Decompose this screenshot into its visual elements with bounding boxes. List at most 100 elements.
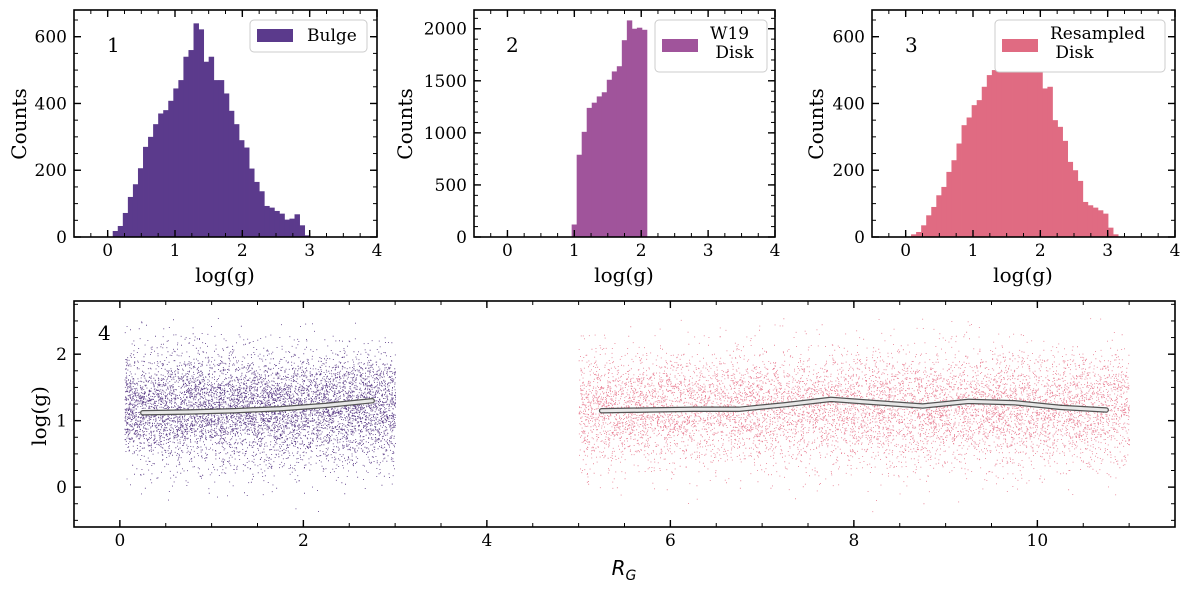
histogram-bar bbox=[961, 125, 968, 237]
panel-1-number: 1 bbox=[107, 33, 120, 57]
histogram-bar bbox=[1012, 56, 1018, 238]
x-tick-label: 4 bbox=[372, 241, 383, 261]
x-tick-label: 2 bbox=[1035, 241, 1046, 261]
histogram-bar bbox=[223, 93, 230, 238]
histogram-bar bbox=[926, 215, 932, 237]
histogram-bar bbox=[971, 105, 978, 237]
panel-1-ticks: 0 1 2 3 4 0 200 400 600 bbox=[35, 10, 383, 261]
histogram-bar bbox=[941, 186, 947, 237]
y-tick-label: 500 bbox=[435, 176, 467, 196]
histogram-bar bbox=[304, 235, 311, 237]
legend-swatch-w19-disk bbox=[662, 39, 698, 52]
x-tick-label: 3 bbox=[304, 241, 315, 261]
histogram-bar bbox=[228, 110, 235, 237]
histogram-bar bbox=[951, 160, 957, 237]
panel-4-scatter: 0 2 4 6 8 10 0 1 2 4 RG log(g) bbox=[27, 300, 1176, 584]
histogram-bar bbox=[254, 181, 260, 237]
y-tick-label: 2 bbox=[56, 345, 67, 365]
legend-label-w19-disk: W19 Disk bbox=[710, 24, 754, 63]
y-tick-label: 0 bbox=[854, 228, 865, 248]
bulge-median-line bbox=[141, 399, 374, 415]
histogram-bar bbox=[981, 86, 988, 237]
legend-label-resampled-disk: Resampled Disk bbox=[1050, 24, 1145, 63]
histogram-bar bbox=[576, 154, 583, 237]
disk-median-line bbox=[600, 397, 1108, 413]
resampled-disk-histogram-bars bbox=[911, 35, 1119, 238]
histogram-bar bbox=[1001, 48, 1008, 237]
histogram-bar bbox=[132, 184, 139, 237]
panel-3-frame bbox=[871, 9, 1176, 238]
legend-box bbox=[654, 19, 768, 73]
x-tick-label: 0 bbox=[502, 241, 513, 261]
histogram-bar bbox=[1072, 170, 1079, 237]
histogram-bar bbox=[183, 56, 189, 238]
panel-2-x-label: log(g) bbox=[594, 263, 654, 287]
histogram-bar bbox=[1047, 86, 1053, 237]
y-tick-label: 400 bbox=[833, 94, 865, 114]
x-tick-label: 0 bbox=[900, 241, 911, 261]
histogram-bar bbox=[1097, 210, 1104, 237]
histogram-bar bbox=[626, 20, 633, 238]
histogram-bar bbox=[153, 124, 159, 237]
histogram-bar bbox=[238, 140, 245, 237]
histogram-bar bbox=[1113, 234, 1119, 237]
histogram-bar bbox=[1087, 205, 1094, 237]
histogram-bar bbox=[178, 80, 184, 238]
panel-2-legend: W19 Disk bbox=[654, 19, 768, 73]
y-tick-label: 1500 bbox=[424, 72, 467, 92]
histogram-bar bbox=[208, 56, 215, 238]
legend-box bbox=[249, 19, 368, 53]
histogram-bar bbox=[636, 27, 643, 237]
histogram-bar bbox=[946, 171, 952, 237]
histogram-bar bbox=[203, 61, 210, 237]
x-tick-label: 0 bbox=[102, 241, 113, 261]
histogram-bar bbox=[117, 225, 124, 237]
y-tick-label: 600 bbox=[833, 28, 865, 48]
y-tick-label: 1000 bbox=[424, 124, 467, 144]
panel-4-x-label: RG bbox=[612, 556, 637, 584]
scatter-points bbox=[578, 318, 1130, 513]
panel-3-resampled-disk-histogram: 0 1 2 3 4 0 200 400 600 3 log(g) Counts Resample… bbox=[804, 9, 1180, 287]
histogram-bar bbox=[173, 88, 179, 237]
x-tick-label: 1 bbox=[569, 241, 580, 261]
histogram-bar bbox=[299, 225, 306, 237]
y-tick-label: 600 bbox=[35, 28, 67, 48]
x-tick-label: 4 bbox=[481, 531, 492, 551]
panel-1-y-label: Counts bbox=[7, 88, 31, 159]
histogram-bar bbox=[198, 29, 205, 237]
panel-4-ticks: 0 2 4 6 8 10 0 1 2 bbox=[56, 301, 1176, 551]
histogram-bar bbox=[112, 230, 119, 237]
histogram-bar bbox=[986, 75, 993, 238]
panel-4-frame bbox=[73, 300, 1176, 528]
histogram-bar bbox=[991, 70, 998, 238]
histogram-bar bbox=[284, 219, 290, 237]
x-tick-label: 1 bbox=[170, 241, 181, 261]
histogram-bar bbox=[1102, 213, 1109, 237]
histogram-bar bbox=[596, 96, 603, 237]
x-tick-label: 3 bbox=[1102, 241, 1113, 261]
y-tick-label: 400 bbox=[35, 94, 67, 114]
histogram-bar bbox=[921, 225, 927, 237]
panel-4-y-label: log(g) bbox=[27, 386, 51, 446]
panel-2-number: 2 bbox=[506, 33, 519, 57]
histogram-bar bbox=[158, 113, 164, 237]
panel-3-x-label: log(g) bbox=[993, 263, 1053, 287]
y-tick-label: 1 bbox=[56, 412, 67, 432]
histogram-bar bbox=[279, 213, 285, 237]
bulge-histogram-bars bbox=[112, 23, 311, 238]
histogram-bar bbox=[269, 207, 275, 237]
panel-3-number: 3 bbox=[905, 33, 918, 57]
histogram-bar bbox=[586, 107, 593, 237]
y-tick-label: 0 bbox=[456, 228, 467, 248]
histogram-bar bbox=[294, 214, 300, 237]
panel-1-x-label: log(g) bbox=[195, 263, 255, 287]
histogram-bar bbox=[581, 131, 588, 237]
histogram-bar bbox=[1037, 70, 1043, 238]
x-tick-label: 2 bbox=[298, 531, 309, 551]
histogram-bar bbox=[996, 63, 1003, 237]
histogram-bar bbox=[218, 80, 225, 238]
histogram-bar bbox=[611, 71, 618, 237]
histogram-bar bbox=[931, 206, 937, 237]
histogram-bar bbox=[137, 168, 144, 237]
histogram-bar bbox=[213, 80, 220, 238]
